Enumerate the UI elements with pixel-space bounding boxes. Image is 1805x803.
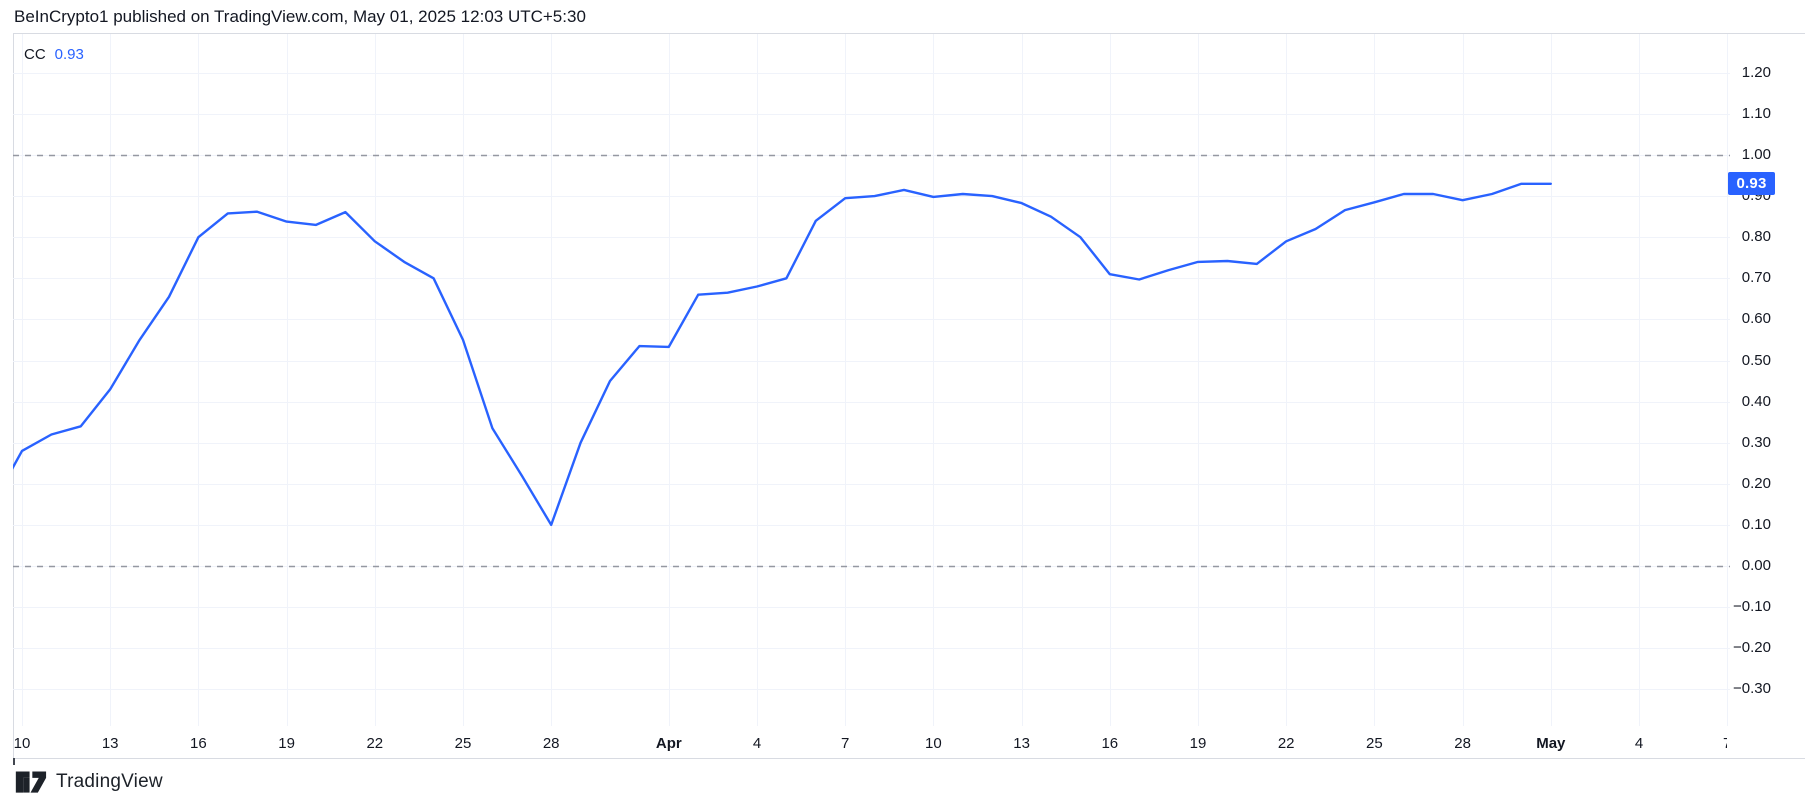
price-axis-label: 0.30	[1741, 433, 1771, 451]
time-axis-label: 19	[1189, 735, 1207, 752]
time-axis-label: 25	[1366, 735, 1383, 752]
time-axis-origin-tick	[13, 758, 15, 765]
price-axis-label: 1.20	[1741, 63, 1771, 81]
price-axis-label: 0.70	[1741, 269, 1771, 287]
time-axis-label: 16	[1101, 735, 1119, 752]
indicator-legend: CC 0.93	[24, 46, 84, 64]
chart-frame-top-border	[13, 33, 1805, 34]
reference-lines-layer	[13, 154, 1730, 568]
price-axis-label: −0.10	[1733, 598, 1771, 616]
series-layer	[13, 182, 1553, 527]
time-axis-label: May	[1536, 735, 1566, 752]
time-axis-label: 13	[101, 735, 119, 752]
tradingview-logo-icon	[15, 771, 47, 793]
time-axis-label: 7	[841, 735, 850, 752]
indicator-name: CC	[24, 46, 46, 63]
price-axis-label: 0.50	[1741, 351, 1771, 369]
price-axis-label: 1.10	[1741, 104, 1771, 122]
price-axis-label: 0.20	[1741, 474, 1771, 492]
price-axis-label: 0.60	[1741, 310, 1771, 328]
time-axis-label: 10	[925, 735, 942, 752]
price-axis-label: 0.10	[1741, 515, 1771, 533]
grid-layer	[13, 34, 1730, 726]
time-axis[interactable]: 10 13 16 19 22 25 28 Apr 4 7 10 13 16 19 22 25 28 May 4 7	[0, 726, 1727, 758]
time-axis-label: 10	[13, 735, 31, 752]
footer-brand-label: TradingView	[56, 771, 163, 792]
time-axis-label: 19	[278, 735, 295, 752]
chart-frame-left-border	[13, 33, 14, 758]
time-axis-label: 7	[1723, 735, 1727, 753]
time-axis-label: Apr	[655, 735, 682, 752]
price-axis-label: 0.00	[1741, 557, 1771, 574]
price-axis-label: 1.00	[1741, 146, 1771, 163]
price-axis-label: −0.20	[1733, 639, 1771, 657]
attribution-title: BeInCrypto1 published on TradingView.com…	[14, 7, 586, 26]
price-axis-label: 0.80	[1741, 228, 1771, 246]
indicator-value: 0.93	[54, 46, 84, 63]
chart-frame-bottom-border	[13, 758, 1805, 759]
time-axis-label: 4	[1634, 735, 1644, 752]
time-axis-label: 25	[454, 735, 472, 752]
footer-brand[interactable]: TradingView	[14, 769, 163, 795]
time-axis-label: 28	[542, 735, 560, 752]
price-axis-label: 0.40	[1741, 392, 1771, 410]
price-axis-label: −0.30	[1733, 680, 1771, 698]
time-axis-label: 22	[366, 735, 384, 752]
time-axis-label: 4	[752, 735, 762, 752]
time-axis-label: 16	[190, 735, 207, 752]
time-axis-label: 13	[1013, 735, 1030, 752]
cc-line-series	[13, 182, 1553, 527]
time-axis-label: 28	[1454, 735, 1471, 752]
price-badge: 0.93	[1728, 172, 1775, 195]
time-axis-label: 22	[1277, 735, 1295, 752]
